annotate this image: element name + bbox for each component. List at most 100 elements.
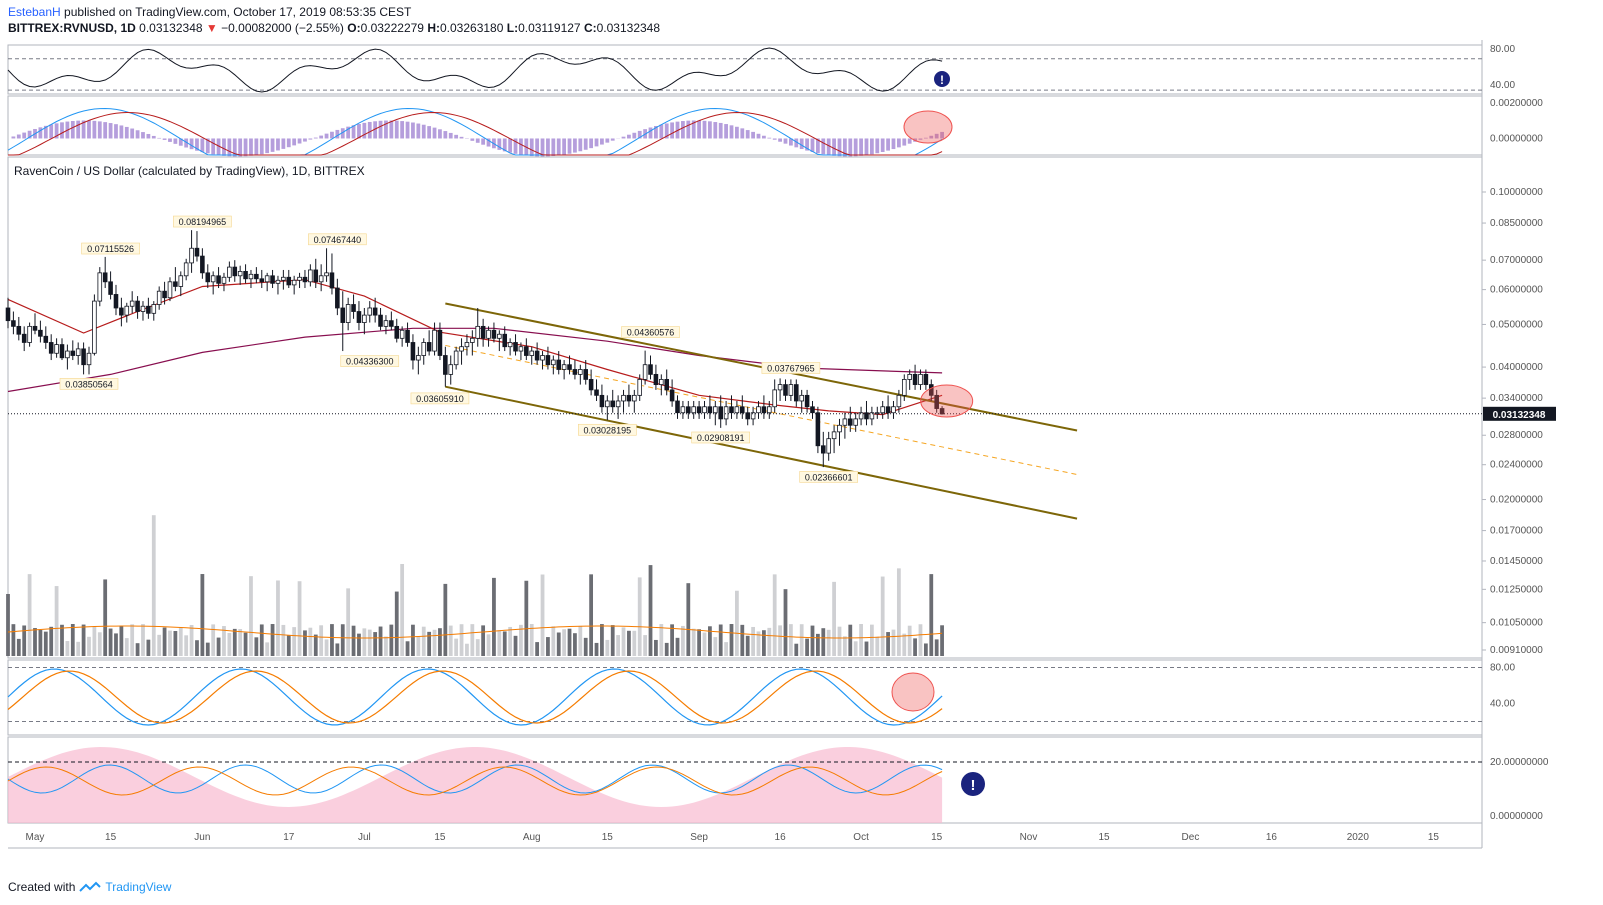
candle-body — [21, 333, 27, 343]
candle-body — [540, 355, 545, 361]
candle-body — [529, 350, 535, 356]
candle-body — [491, 329, 497, 339]
macd-histogram-bar — [470, 138, 475, 141]
candle-body — [794, 384, 799, 402]
macd-histogram-bar — [886, 138, 890, 151]
candle-body — [912, 373, 918, 385]
candle-body — [502, 333, 508, 348]
candle-body — [567, 364, 572, 370]
candle-body — [718, 406, 723, 420]
volume-bar — [292, 627, 297, 656]
candle-body — [140, 305, 146, 312]
volume-bar — [502, 631, 507, 656]
volume-bar — [389, 624, 394, 656]
macd-histogram-bar — [880, 138, 885, 152]
macd-histogram-bar — [54, 123, 59, 139]
macd-histogram-bar — [92, 120, 97, 139]
adx-area — [8, 747, 943, 823]
volume-bar — [923, 643, 928, 656]
macd-histogram-bar — [416, 123, 421, 139]
price-tick-label: 0.02800000 — [1490, 430, 1543, 441]
candle-body — [642, 364, 648, 380]
candle-body — [777, 384, 783, 391]
candle-body — [918, 373, 923, 385]
volume-bar — [643, 635, 648, 656]
candle-body — [43, 335, 49, 343]
candle-body — [119, 307, 124, 316]
macd-histogram-bar — [681, 121, 685, 139]
volume-bar — [124, 638, 129, 656]
price-annotation-box — [691, 431, 751, 444]
volume-bar — [713, 637, 718, 656]
down-triangle-icon: ▼ — [205, 21, 218, 35]
volume-bar — [97, 632, 102, 656]
macd-tick-label: 0.00200000 — [1490, 98, 1543, 109]
macd-histogram-bar — [443, 131, 448, 139]
candle-body — [680, 406, 686, 414]
volume-bar — [621, 627, 626, 656]
price-tick-label: 0.06000000 — [1490, 285, 1543, 296]
candle-body — [254, 273, 259, 280]
macd-histogram-bar — [729, 125, 734, 139]
volume-bar — [551, 626, 556, 656]
macd-histogram-bar — [178, 138, 183, 146]
date-tick-label: 2020 — [1347, 832, 1370, 843]
adx-alert-icon — [961, 772, 985, 796]
price-annotation-label: 0.08194965 — [179, 217, 227, 227]
candle-body — [32, 325, 38, 331]
volume-bar — [810, 625, 815, 656]
candle-body — [270, 275, 275, 284]
author-link[interactable]: EstebanH — [8, 5, 61, 19]
main-series-legend: RavenCoin / US Dollar (calculated by Tra… — [14, 164, 365, 178]
volume-bar — [486, 634, 491, 656]
macd-histogram-bar — [421, 124, 426, 139]
volume-bar — [54, 586, 59, 656]
macd-histogram-bar — [189, 138, 194, 150]
candle-body — [432, 329, 437, 352]
symbol-label[interactable]: BITTREX:RVNUSD, 1D — [8, 21, 136, 35]
volume-bar — [178, 627, 183, 656]
candle-body — [16, 325, 22, 335]
macd-histogram-bar — [540, 138, 545, 157]
candle-body — [227, 266, 232, 278]
candle-body — [847, 418, 853, 426]
macd-tick-label: 0.00000000 — [1490, 133, 1543, 144]
candle-body — [124, 305, 130, 316]
candle-body — [75, 348, 81, 356]
macd-histogram-bar — [907, 138, 912, 144]
candle-body — [59, 344, 65, 359]
chart-canvas[interactable]: 0.10000000 0.08500000 0.07000000 0.06000000… — [0, 0, 1603, 878]
volume-bar — [789, 624, 793, 656]
candle-body — [70, 350, 76, 356]
volume-bar — [384, 636, 388, 656]
macd-histogram-bar — [81, 120, 86, 139]
candle-body — [534, 350, 540, 361]
volume-bar — [772, 574, 777, 656]
date-tick-label: 15 — [1098, 832, 1110, 843]
price-tick-label: 0.05000000 — [1490, 319, 1543, 330]
macd-histogram-bar — [481, 138, 486, 145]
candle-body — [615, 400, 621, 408]
macd-histogram-bar — [394, 120, 399, 139]
candle-body — [783, 384, 788, 396]
volume-bar — [189, 625, 194, 656]
candle-body — [605, 400, 610, 408]
volume-bar — [600, 624, 604, 656]
candle-body — [351, 304, 356, 312]
volume-bar — [837, 626, 842, 656]
volume-bar — [907, 625, 912, 656]
macd-histogram-bar — [130, 128, 135, 139]
volume-bar — [265, 642, 270, 656]
tradingview-brand[interactable]: TradingView — [105, 880, 172, 894]
candle-body — [750, 412, 756, 420]
volume-bar — [146, 639, 151, 656]
candle-body — [421, 342, 427, 356]
volume-bar — [448, 625, 453, 656]
price-annotation-label: 0.03028195 — [584, 425, 632, 435]
price-tick-label: 0.01250000 — [1490, 584, 1543, 595]
macd-histogram-bar — [76, 120, 81, 139]
macd-histogram-bar — [783, 138, 788, 144]
macd-histogram-bar — [789, 138, 793, 146]
macd-histogram-bar — [432, 127, 437, 139]
candle-body — [767, 406, 772, 414]
